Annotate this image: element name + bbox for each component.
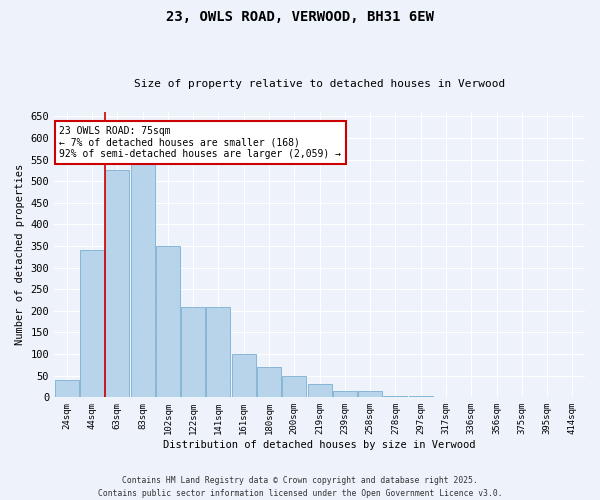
- Bar: [156, 246, 180, 398]
- Bar: [308, 384, 332, 398]
- Bar: [282, 376, 307, 398]
- Bar: [106, 170, 130, 398]
- Bar: [131, 164, 155, 398]
- Text: Contains HM Land Registry data © Crown copyright and database right 2025.
Contai: Contains HM Land Registry data © Crown c…: [98, 476, 502, 498]
- Bar: [232, 354, 256, 398]
- Bar: [55, 380, 79, 398]
- Text: 23, OWLS ROAD, VERWOOD, BH31 6EW: 23, OWLS ROAD, VERWOOD, BH31 6EW: [166, 10, 434, 24]
- Bar: [333, 391, 357, 398]
- Bar: [358, 391, 382, 398]
- Text: 23 OWLS ROAD: 75sqm
← 7% of detached houses are smaller (168)
92% of semi-detach: 23 OWLS ROAD: 75sqm ← 7% of detached hou…: [59, 126, 341, 160]
- Bar: [181, 306, 205, 398]
- Bar: [257, 367, 281, 398]
- Bar: [383, 396, 407, 398]
- Title: Size of property relative to detached houses in Verwood: Size of property relative to detached ho…: [134, 79, 505, 89]
- X-axis label: Distribution of detached houses by size in Verwood: Distribution of detached houses by size …: [163, 440, 476, 450]
- Y-axis label: Number of detached properties: Number of detached properties: [15, 164, 25, 346]
- Bar: [80, 250, 104, 398]
- Bar: [206, 306, 230, 398]
- Bar: [409, 396, 433, 398]
